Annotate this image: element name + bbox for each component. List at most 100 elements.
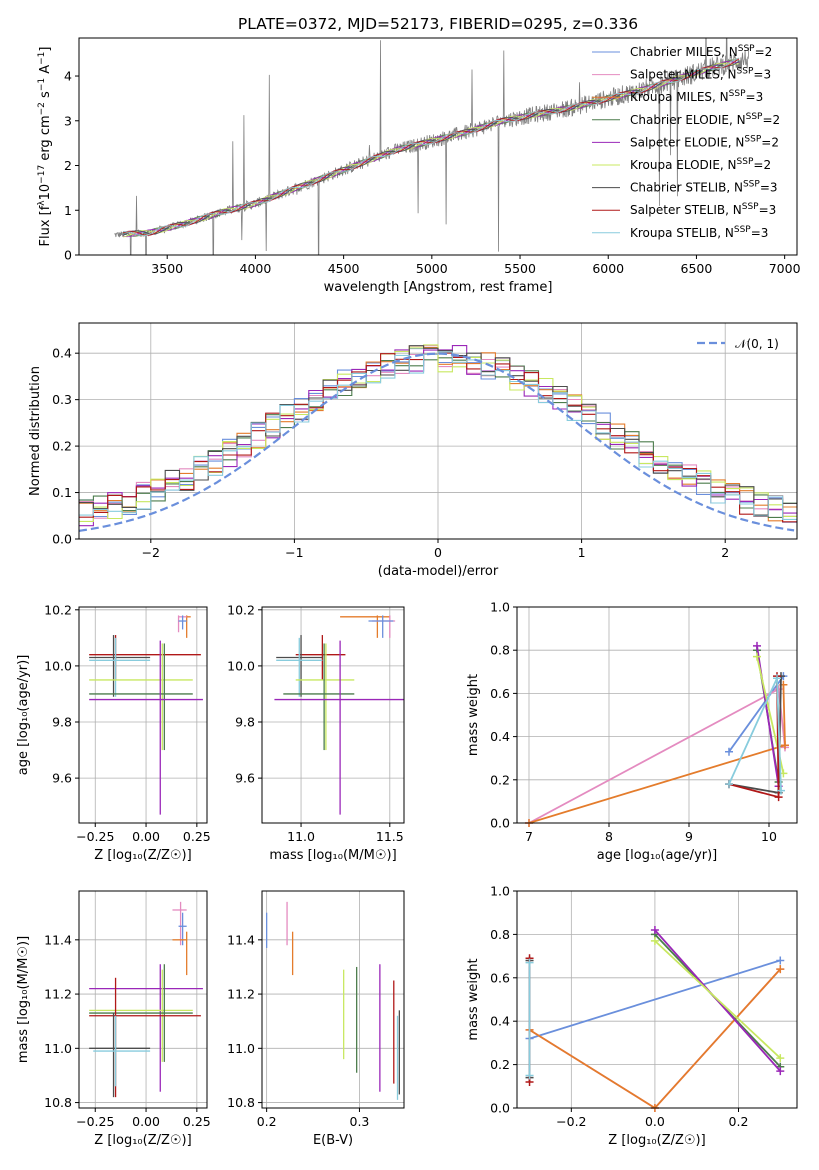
x-tick-label: 0.00: [132, 1114, 160, 1129]
errorbar-point: [89, 640, 203, 815]
y-axis-label: Normed distribution: [28, 366, 43, 496]
y-tick-label: 10.2: [227, 602, 255, 617]
residuals-panel: −2 −1 0 1 2 0.0 0.1 0.2 0.3 0.4 (data-model)/error…: [28, 322, 798, 579]
y-tick-label: 9.6: [235, 771, 255, 786]
x-tick-label: 0.0: [645, 1114, 665, 1129]
x-tick-label: 4000: [240, 261, 272, 276]
x-tick-label: 9: [685, 829, 693, 844]
model-spectrum-line: [122, 59, 740, 237]
y-tick-label: 0.2: [490, 1057, 510, 1072]
errorbar-point: [274, 640, 404, 815]
mass-weight-line: [728, 677, 782, 791]
axes-frame: [78, 37, 798, 256]
data-point-marker: [777, 786, 785, 795]
y-tick-label: 11.4: [44, 932, 72, 947]
data-point-marker: [525, 1071, 534, 1080]
x-tick-label: 6500: [681, 261, 713, 276]
y-tick-label: 0.8: [490, 927, 510, 942]
mass-weight-line: [529, 968, 781, 1108]
errorbar-point: [283, 643, 355, 751]
x-tick-label: −0.25: [76, 829, 114, 844]
errorbar-point: [89, 964, 193, 1062]
y-tick-label: 11.0: [227, 1041, 255, 1056]
errorbar-point: [89, 1013, 151, 1098]
x-tick-label: 7000: [769, 261, 801, 276]
y-tick-label: 9.8: [52, 715, 72, 730]
legend-entry: Salpeter MILES, NSSP=3: [630, 67, 771, 82]
y-tick-label: 2: [64, 158, 72, 173]
x-tick-label: 0.2: [257, 1114, 277, 1129]
y-tick-label: 9.6: [52, 771, 72, 786]
mass-vs-Z-panel: −0.25 0.00 0.25 10.8 11.0 11.2 11.4 Z [log₁₀(Z/…: [16, 890, 211, 1148]
y-tick-label: 9.8: [235, 715, 255, 730]
errorbar-point: [276, 637, 323, 697]
data-point-marker: [725, 747, 733, 756]
observed-spectrum-line: [114, 38, 750, 255]
y-tick-label: 10.0: [227, 658, 255, 673]
errorbar-point: [89, 977, 201, 1098]
data-point-marker: [725, 780, 733, 789]
x-tick-label: 5500: [504, 261, 536, 276]
age-vs-mass-panel: 11.0 11.5 9.6 9.8 10.0 10.2 mass [log₁₀(M/M☉)]: [227, 602, 405, 863]
x-axis-label: E(B-V): [313, 1133, 353, 1148]
model-spectrum-line: [123, 57, 740, 237]
data-point-marker: [525, 958, 534, 967]
massweight-vs-age-panel: 7 8 9 10 0.0 0.2 0.4 0.6 0.8 1.0 age [log₁₀(age/yr…: [466, 600, 798, 863]
y-tick-label: 1: [64, 203, 72, 218]
y-tick-label: 0.4: [490, 729, 510, 744]
data-point-marker: [650, 936, 659, 945]
x-tick-label: −2: [142, 545, 160, 560]
model-spectrum-line: [122, 61, 740, 236]
model-spectrum-line: [123, 61, 740, 238]
y-tick-label: 10.8: [44, 1095, 72, 1110]
mass-weight-line: [654, 940, 781, 1059]
y-tick-label: 3: [64, 113, 72, 128]
x-tick-label: 6000: [592, 261, 624, 276]
gaussian-curve: [79, 352, 795, 532]
y-tick-label: 0.2: [490, 772, 510, 787]
legend-entry: Salpeter STELIB, NSSP=3: [630, 202, 776, 217]
massweight-vs-Z-panel: −0.2 0.0 0.2 0.0 0.2 0.4 0.6 0.8 1.0 Z [log₁₀(Z/Z…: [466, 884, 798, 1148]
legend-entry: 𝒩(0, 1): [735, 337, 779, 351]
legend-entry: Chabrier STELIB, NSSP=3: [630, 180, 778, 195]
y-tick-label: 0.6: [490, 970, 510, 985]
y-tick-label: 11.2: [227, 987, 255, 1002]
y-tick-label: 10.0: [44, 658, 72, 673]
x-axis-label: mass [log₁₀(M/M☉)]: [269, 848, 396, 863]
x-axis-label: Z [log₁₀(Z/Z☉)]: [94, 848, 191, 863]
errorbar-point: [89, 643, 193, 751]
x-tick-label: 0.25: [183, 1114, 211, 1129]
axes-frame: [261, 890, 405, 1109]
residual-histogram: [79, 345, 797, 516]
spectrum-panel: 3500 4000 4500 5000 5500 6000 6500 7000 0 1 2 3 4 wav…: [37, 15, 801, 295]
y-tick-label: 0.4: [52, 346, 72, 361]
errorbar-point: [89, 643, 193, 751]
data-point-marker: [776, 956, 785, 965]
y-tick-label: 10.8: [227, 1095, 255, 1110]
errorbar-point: [368, 615, 394, 638]
x-axis-label: Z [log₁₀(Z/Z☉)]: [94, 1133, 191, 1148]
model-spectrum-line: [122, 62, 740, 238]
y-axis-label: age [log₁₀(age/yr)]: [16, 655, 31, 776]
axes-frame: [78, 322, 798, 540]
legend-entry: Kroupa STELIB, NSSP=3: [630, 225, 768, 240]
data-point-marker: [781, 741, 789, 750]
y-tick-label: 0.2: [52, 439, 72, 454]
residual-histogram: [79, 351, 797, 520]
x-tick-label: −0.25: [76, 1114, 114, 1129]
data-point-marker: [776, 1067, 785, 1076]
errorbar-point: [172, 931, 188, 976]
legend-entry: Chabrier MILES, NSSP=2: [630, 44, 772, 59]
legend-entry: Salpeter ELODIE, NSSP=2: [630, 134, 779, 149]
y-tick-label: 4: [64, 69, 72, 84]
data-point-marker: [776, 1054, 785, 1063]
legend: 𝒩(0, 1): [697, 337, 779, 351]
y-tick-label: 0.1: [52, 485, 72, 500]
x-tick-label: 5000: [416, 261, 448, 276]
y-tick-label: 0.0: [490, 1101, 510, 1116]
y-tick-label: 10.2: [44, 602, 72, 617]
y-tick-label: 1.0: [490, 600, 510, 615]
x-tick-label: 4500: [328, 261, 360, 276]
x-tick-label: 3500: [151, 261, 183, 276]
errorbar-point: [295, 643, 355, 751]
